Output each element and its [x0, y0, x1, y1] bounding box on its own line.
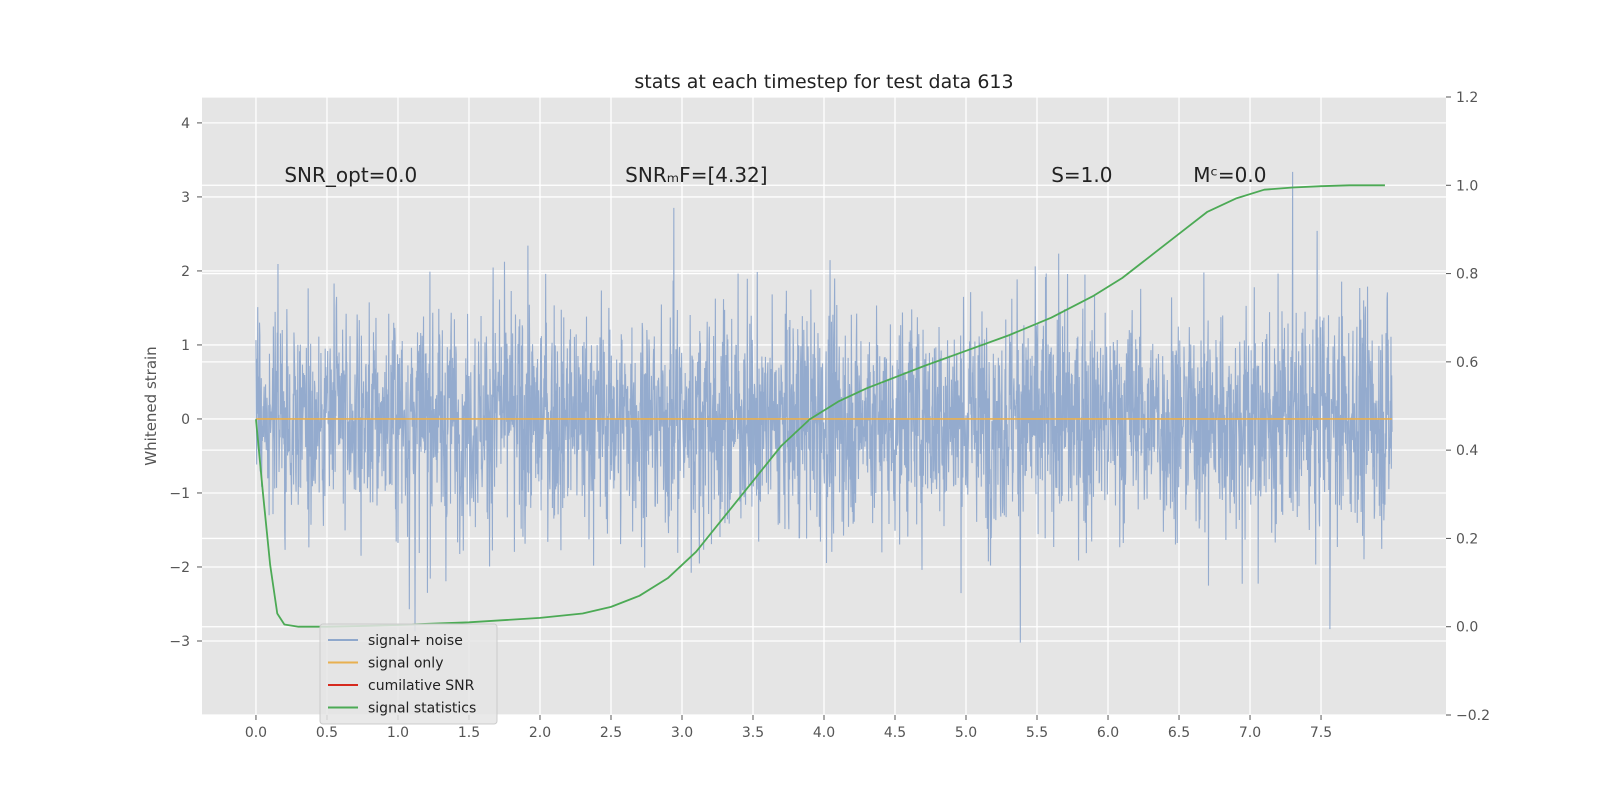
annotation-4: Mᶜ=0.0	[1193, 163, 1266, 187]
y2-tick-label: 0.0	[1456, 620, 1478, 636]
x-tick-label: 4.5	[884, 725, 906, 741]
x-tick-label: 0.0	[245, 725, 267, 741]
x-tick-label: 4.0	[813, 725, 835, 741]
y-tick-label: 3	[181, 190, 190, 206]
y2-tick-label: 0.6	[1456, 355, 1478, 371]
legend-box	[319, 623, 498, 725]
y2-tick-label: 1.2	[1456, 90, 1478, 106]
y-tick-label: 4	[181, 116, 190, 132]
x-tick-label: 1.5	[458, 725, 480, 741]
y-tick-label: −3	[169, 634, 190, 650]
y2-tick-label: −0.2	[1456, 708, 1490, 724]
legend: signal+ noise signal only cumilative SNR si…	[319, 623, 498, 725]
legend-entry: signal+ noise	[368, 633, 463, 649]
annotation-3: S=1.0	[1051, 163, 1112, 187]
axis-ticks: 0.0 0.5 1.0 1.5 2.0 2.5 3.0 3.5 4.0 4.5 5.0 5.5 6.0 6…	[169, 90, 1490, 741]
x-tick-label: 3.0	[671, 725, 693, 741]
x-tick-label: 2.5	[600, 725, 622, 741]
x-tick-label: 0.5	[316, 725, 338, 741]
x-tick-label: 2.0	[529, 725, 551, 741]
x-tick-label: 5.5	[1026, 725, 1048, 741]
y2-tick-label: 0.4	[1456, 443, 1478, 459]
y-tick-label: −2	[169, 560, 190, 576]
y2-tick-label: 0.2	[1456, 531, 1478, 547]
x-tick-label: 7.5	[1310, 725, 1332, 741]
x-tick-label: 6.0	[1097, 725, 1119, 741]
y-tick-label: 1	[181, 338, 190, 354]
series-line-signal-noise	[255, 171, 1393, 643]
x-tick-label: 5.0	[955, 725, 977, 741]
legend-entry: signal statistics	[368, 701, 476, 717]
signal-noise-trace	[255, 171, 1393, 643]
chart-title: stats at each timestep for test data 613	[634, 71, 1013, 93]
x-tick-label: 1.0	[387, 725, 409, 741]
x-tick-label: 7.0	[1239, 725, 1261, 741]
x-tick-label: 6.5	[1168, 725, 1190, 741]
x-tick-label: 3.5	[742, 725, 764, 741]
legend-entry: cumilative SNR	[368, 678, 475, 694]
annotations: SNR_opt=0.0 SNRₘF=[4.32] S=1.0 Mᶜ=0.0	[284, 163, 1266, 187]
annotation-2: SNRₘF=[4.32]	[625, 163, 767, 187]
y2-tick-label: 0.8	[1456, 267, 1478, 283]
legend-entry: signal only	[368, 656, 443, 672]
y-tick-label: 2	[181, 264, 190, 280]
y-tick-label: −1	[169, 486, 190, 502]
y-axis-label: Whitened strain	[142, 346, 160, 465]
y2-tick-label: 1.0	[1456, 178, 1478, 194]
annotation-1: SNR_opt=0.0	[284, 163, 417, 187]
y-tick-label: 0	[181, 412, 190, 428]
